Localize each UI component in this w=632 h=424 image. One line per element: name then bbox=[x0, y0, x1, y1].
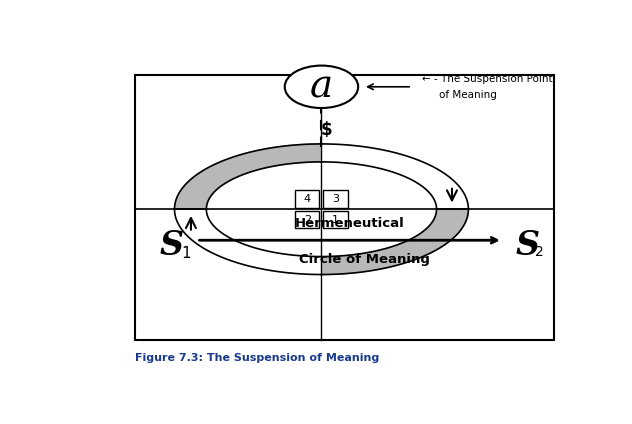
Polygon shape bbox=[174, 209, 322, 274]
Text: S: S bbox=[160, 229, 184, 262]
Bar bbox=[324, 190, 348, 208]
Text: $: $ bbox=[320, 121, 332, 139]
Polygon shape bbox=[174, 144, 322, 209]
Bar bbox=[295, 211, 320, 229]
Text: Figure 7.3: The Suspension of Meaning: Figure 7.3: The Suspension of Meaning bbox=[135, 353, 380, 363]
Text: Circle of Meaning: Circle of Meaning bbox=[299, 253, 430, 266]
Text: ← - The Suspension Point: ← - The Suspension Point bbox=[422, 74, 552, 84]
Text: 1: 1 bbox=[332, 215, 339, 224]
Text: S: S bbox=[515, 229, 539, 262]
Text: 1: 1 bbox=[181, 246, 191, 261]
Bar bbox=[324, 211, 348, 229]
Bar bbox=[135, 75, 554, 340]
Text: a: a bbox=[310, 68, 333, 105]
Text: 2: 2 bbox=[304, 215, 311, 224]
Polygon shape bbox=[322, 144, 468, 209]
Polygon shape bbox=[322, 209, 468, 274]
Text: of Meaning: of Meaning bbox=[439, 90, 497, 100]
Text: 4: 4 bbox=[304, 194, 311, 204]
Text: 2: 2 bbox=[535, 245, 544, 259]
Ellipse shape bbox=[284, 66, 358, 108]
Bar bbox=[295, 190, 320, 208]
Text: Hermeneutical: Hermeneutical bbox=[295, 218, 404, 230]
Text: 3: 3 bbox=[332, 194, 339, 204]
